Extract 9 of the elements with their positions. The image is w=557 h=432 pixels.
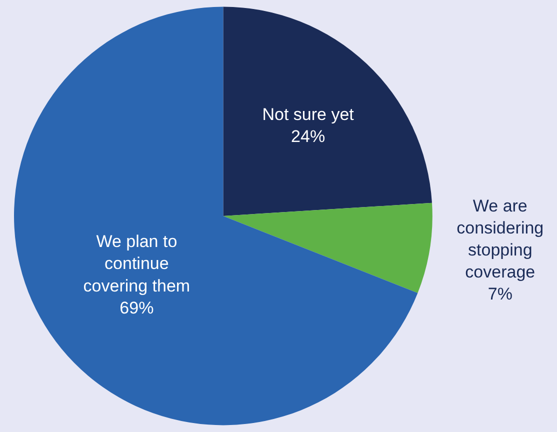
pie-slice bbox=[223, 6, 432, 216]
data-label: 69% bbox=[120, 298, 154, 318]
pie-slice bbox=[223, 202, 432, 294]
pie-slice bbox=[14, 6, 418, 425]
slice-label: Not sure yet bbox=[262, 104, 354, 124]
data-label: 7% bbox=[488, 284, 512, 304]
slice-label: We are considering stopping coverage bbox=[456, 196, 544, 282]
slice-label: We plan to continue covering them bbox=[83, 232, 190, 296]
data-label: 24% bbox=[291, 127, 326, 146]
